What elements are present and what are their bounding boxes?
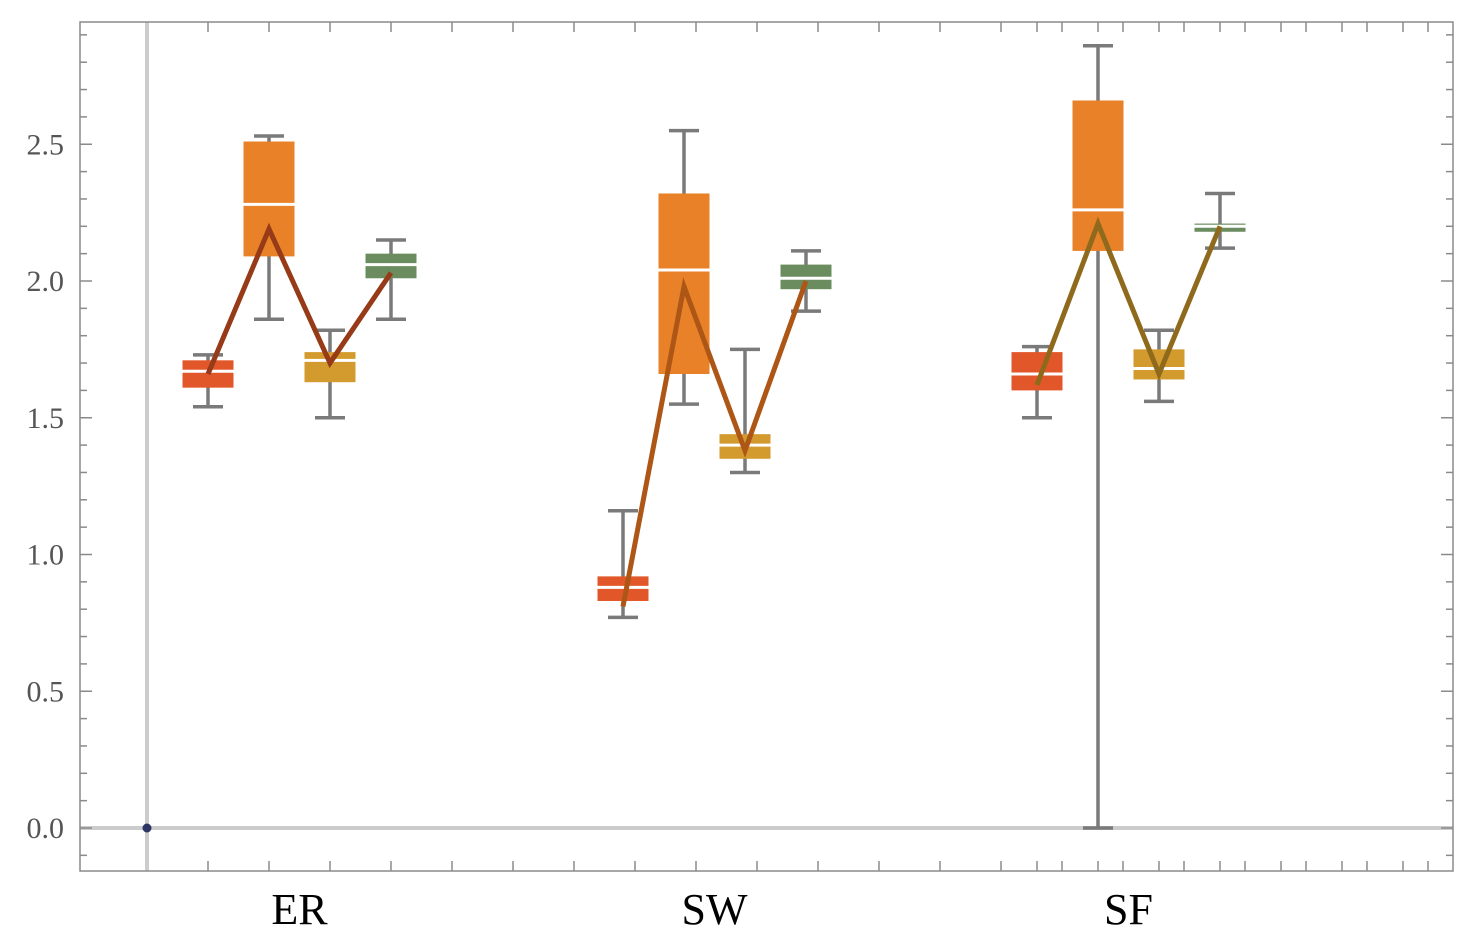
y-tick-label: 2.0 <box>27 265 65 298</box>
plot-frame <box>79 21 1454 872</box>
y-tick-label: 1.5 <box>27 402 65 435</box>
y-axis: 0.0 0.5 1.0 1.5 2.0 2.5 <box>27 34 1453 857</box>
y-tick-label: 1.0 <box>27 539 65 572</box>
box <box>243 141 295 257</box>
x-category-label-er: ER <box>271 885 328 934</box>
y-tick-label: 2.5 <box>27 128 65 161</box>
origin-point <box>142 823 152 833</box>
axis-lines <box>80 22 1453 871</box>
trend-line-sw <box>620 277 809 607</box>
x-category-label-sw: SW <box>682 885 748 934</box>
median-lines <box>205 216 1223 607</box>
y-tick-label: 0.0 <box>27 812 65 845</box>
x-category-label-sf: SF <box>1104 885 1153 934</box>
trend-line-er <box>205 222 394 375</box>
box-series <box>182 44 1246 830</box>
y-tick-label: 0.5 <box>27 675 65 708</box>
x-axis: ER SW SF <box>207 22 1429 934</box>
trend-line-sf <box>1034 216 1223 386</box>
